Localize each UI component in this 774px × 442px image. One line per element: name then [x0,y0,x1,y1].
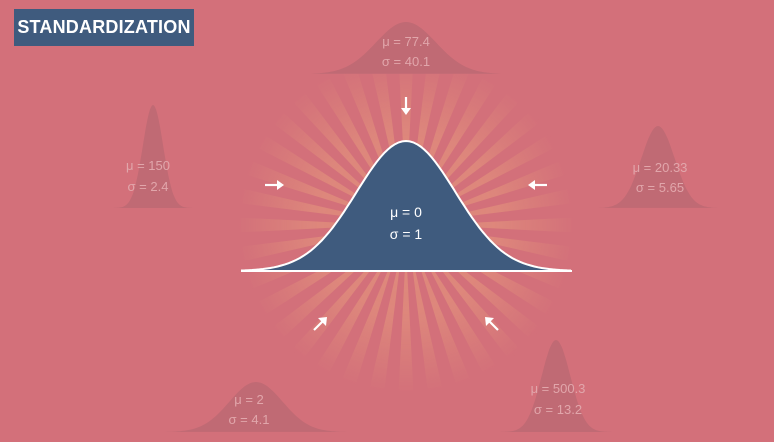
ray [436,217,581,233]
distribution-sigma-label: σ = 4.1 [229,412,270,427]
source-distributions: μ = 77.4 σ = 40.1 μ = 150 σ = 2.4 μ = 20.33 σ… [107,22,722,432]
ray [425,86,525,203]
ray [287,247,387,364]
arrow-down-icon [401,97,411,115]
ray [398,255,414,400]
distribution-mu-label: μ = 150 [126,158,170,173]
distribution-left: μ = 150 σ = 2.4 [107,105,199,208]
distribution-bottom-right: μ = 500.3 σ = 13.2 [496,340,616,432]
arrow-left-icon [528,180,547,190]
center-sigma-label: σ = 1 [390,226,423,242]
distribution-bottom-left: μ = 2 σ = 4.1 [161,382,351,432]
distribution-mu-label: μ = 77.4 [382,34,430,49]
arrow-up-left-icon [485,317,499,331]
ray [267,106,384,206]
distribution-sigma-label: σ = 2.4 [128,179,169,194]
ray [420,250,501,381]
ray [250,130,381,211]
ray [415,253,474,392]
ray [420,69,501,200]
standard-normal-fill [241,141,571,271]
distribution-curve [496,340,616,432]
ray [410,254,445,399]
distribution-sigma-label: σ = 13.2 [534,402,582,417]
arrow-up-right-icon [313,317,327,331]
distribution-curve [107,105,199,208]
ray [435,186,580,221]
ray [311,69,392,200]
sunburst-rays [231,50,581,400]
distribution-sigma-label: σ = 40.1 [382,54,430,69]
distribution-curve [306,22,506,74]
ray [311,250,392,381]
center-mu-label: μ = 0 [390,204,422,220]
distribution-curve [594,126,722,208]
arrow-right-icon [265,180,284,190]
distribution-mu-label: μ = 2 [234,392,264,407]
ray [239,157,378,216]
ray [367,254,402,399]
distribution-right: μ = 20.33 σ = 5.65 [594,126,722,208]
title-text: STANDARDIZATION [17,17,191,37]
distribution-top: μ = 77.4 σ = 40.1 [306,22,506,74]
ray [425,247,525,364]
standard-normal-outline [240,139,572,272]
ray [231,217,376,233]
ray [287,86,387,203]
ray [431,130,562,211]
distribution-mu-label: μ = 500.3 [531,381,586,396]
distribution-mu-label: μ = 20.33 [633,160,688,175]
title-badge: STANDARDIZATION [14,9,194,46]
ray [338,253,397,392]
ray [428,106,545,206]
ray [434,157,573,216]
ray [398,50,414,196]
distribution-sigma-label: σ = 5.65 [636,180,684,195]
distribution-curve [161,382,351,432]
ray [232,186,377,221]
arrows [265,97,547,331]
standard-normal-curve: μ = 0 σ = 1 [240,139,572,272]
